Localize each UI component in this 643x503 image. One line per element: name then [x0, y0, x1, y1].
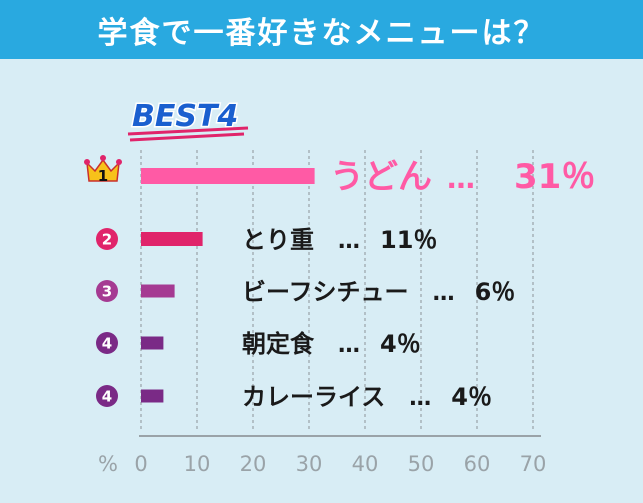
- separator: …: [447, 162, 475, 195]
- item-name: うどん: [330, 157, 432, 197]
- x-tick-label: 30: [296, 452, 323, 476]
- data-label: 31％: [514, 157, 595, 197]
- page-title: 学食で一番好きなメニューは？: [97, 15, 546, 51]
- rank-badge: 3: [96, 280, 118, 302]
- x-tick-label: 0: [134, 452, 147, 476]
- separator: …: [409, 386, 431, 411]
- x-tick-label: 60: [464, 452, 491, 476]
- data-label: 6％: [475, 278, 516, 306]
- x-tick-label: 10: [184, 452, 211, 476]
- x-axis: 0 10 20 30 40 50 60 70%: [98, 435, 547, 476]
- rank-number: 4: [102, 335, 112, 353]
- best-badge: BEST4: [127, 98, 249, 142]
- x-axis-unit: %: [98, 452, 118, 476]
- bar-labels: うどん … 31％ とり重 … 11％ ビーフシチュー … 6％ 朝定食 … 4％ カレーライス … 4％: [242, 157, 595, 411]
- data-label: 4％: [380, 330, 421, 358]
- bars: [141, 168, 315, 403]
- rank-markers: 1 2 3 4 4: [84, 155, 122, 407]
- separator: …: [338, 229, 360, 254]
- item-name: カレーライス: [242, 383, 385, 411]
- x-tick-label: 70: [520, 452, 547, 476]
- crown-icon: 1: [84, 155, 122, 185]
- bar: [141, 168, 315, 184]
- data-label: 11％: [380, 226, 437, 254]
- best-badge-text: BEST4: [132, 99, 238, 134]
- item-name: 朝定食: [242, 330, 315, 358]
- x-tick-label: 20: [240, 452, 267, 476]
- x-tick-label: 40: [352, 452, 379, 476]
- separator: …: [433, 281, 455, 306]
- bar: [141, 232, 203, 246]
- rank-badge: 4: [96, 385, 118, 407]
- rank-badge: 2: [96, 228, 118, 250]
- rank-badge: 4: [96, 332, 118, 354]
- item-name: とり重: [242, 226, 314, 254]
- rank-number: 2: [102, 231, 112, 249]
- rank-number: 4: [102, 388, 112, 406]
- bar: [141, 389, 164, 403]
- badge-underline: [127, 126, 249, 142]
- rank-number: 3: [102, 283, 112, 301]
- data-label: 4％: [451, 383, 492, 411]
- separator: …: [338, 333, 360, 358]
- rank-number: 1: [98, 167, 108, 185]
- item-name: ビーフシチュー: [242, 278, 409, 306]
- bar: [141, 284, 175, 298]
- bar: [141, 336, 164, 350]
- header-banner: 学食で一番好きなメニューは？: [0, 0, 643, 59]
- x-tick-label: 50: [408, 452, 435, 476]
